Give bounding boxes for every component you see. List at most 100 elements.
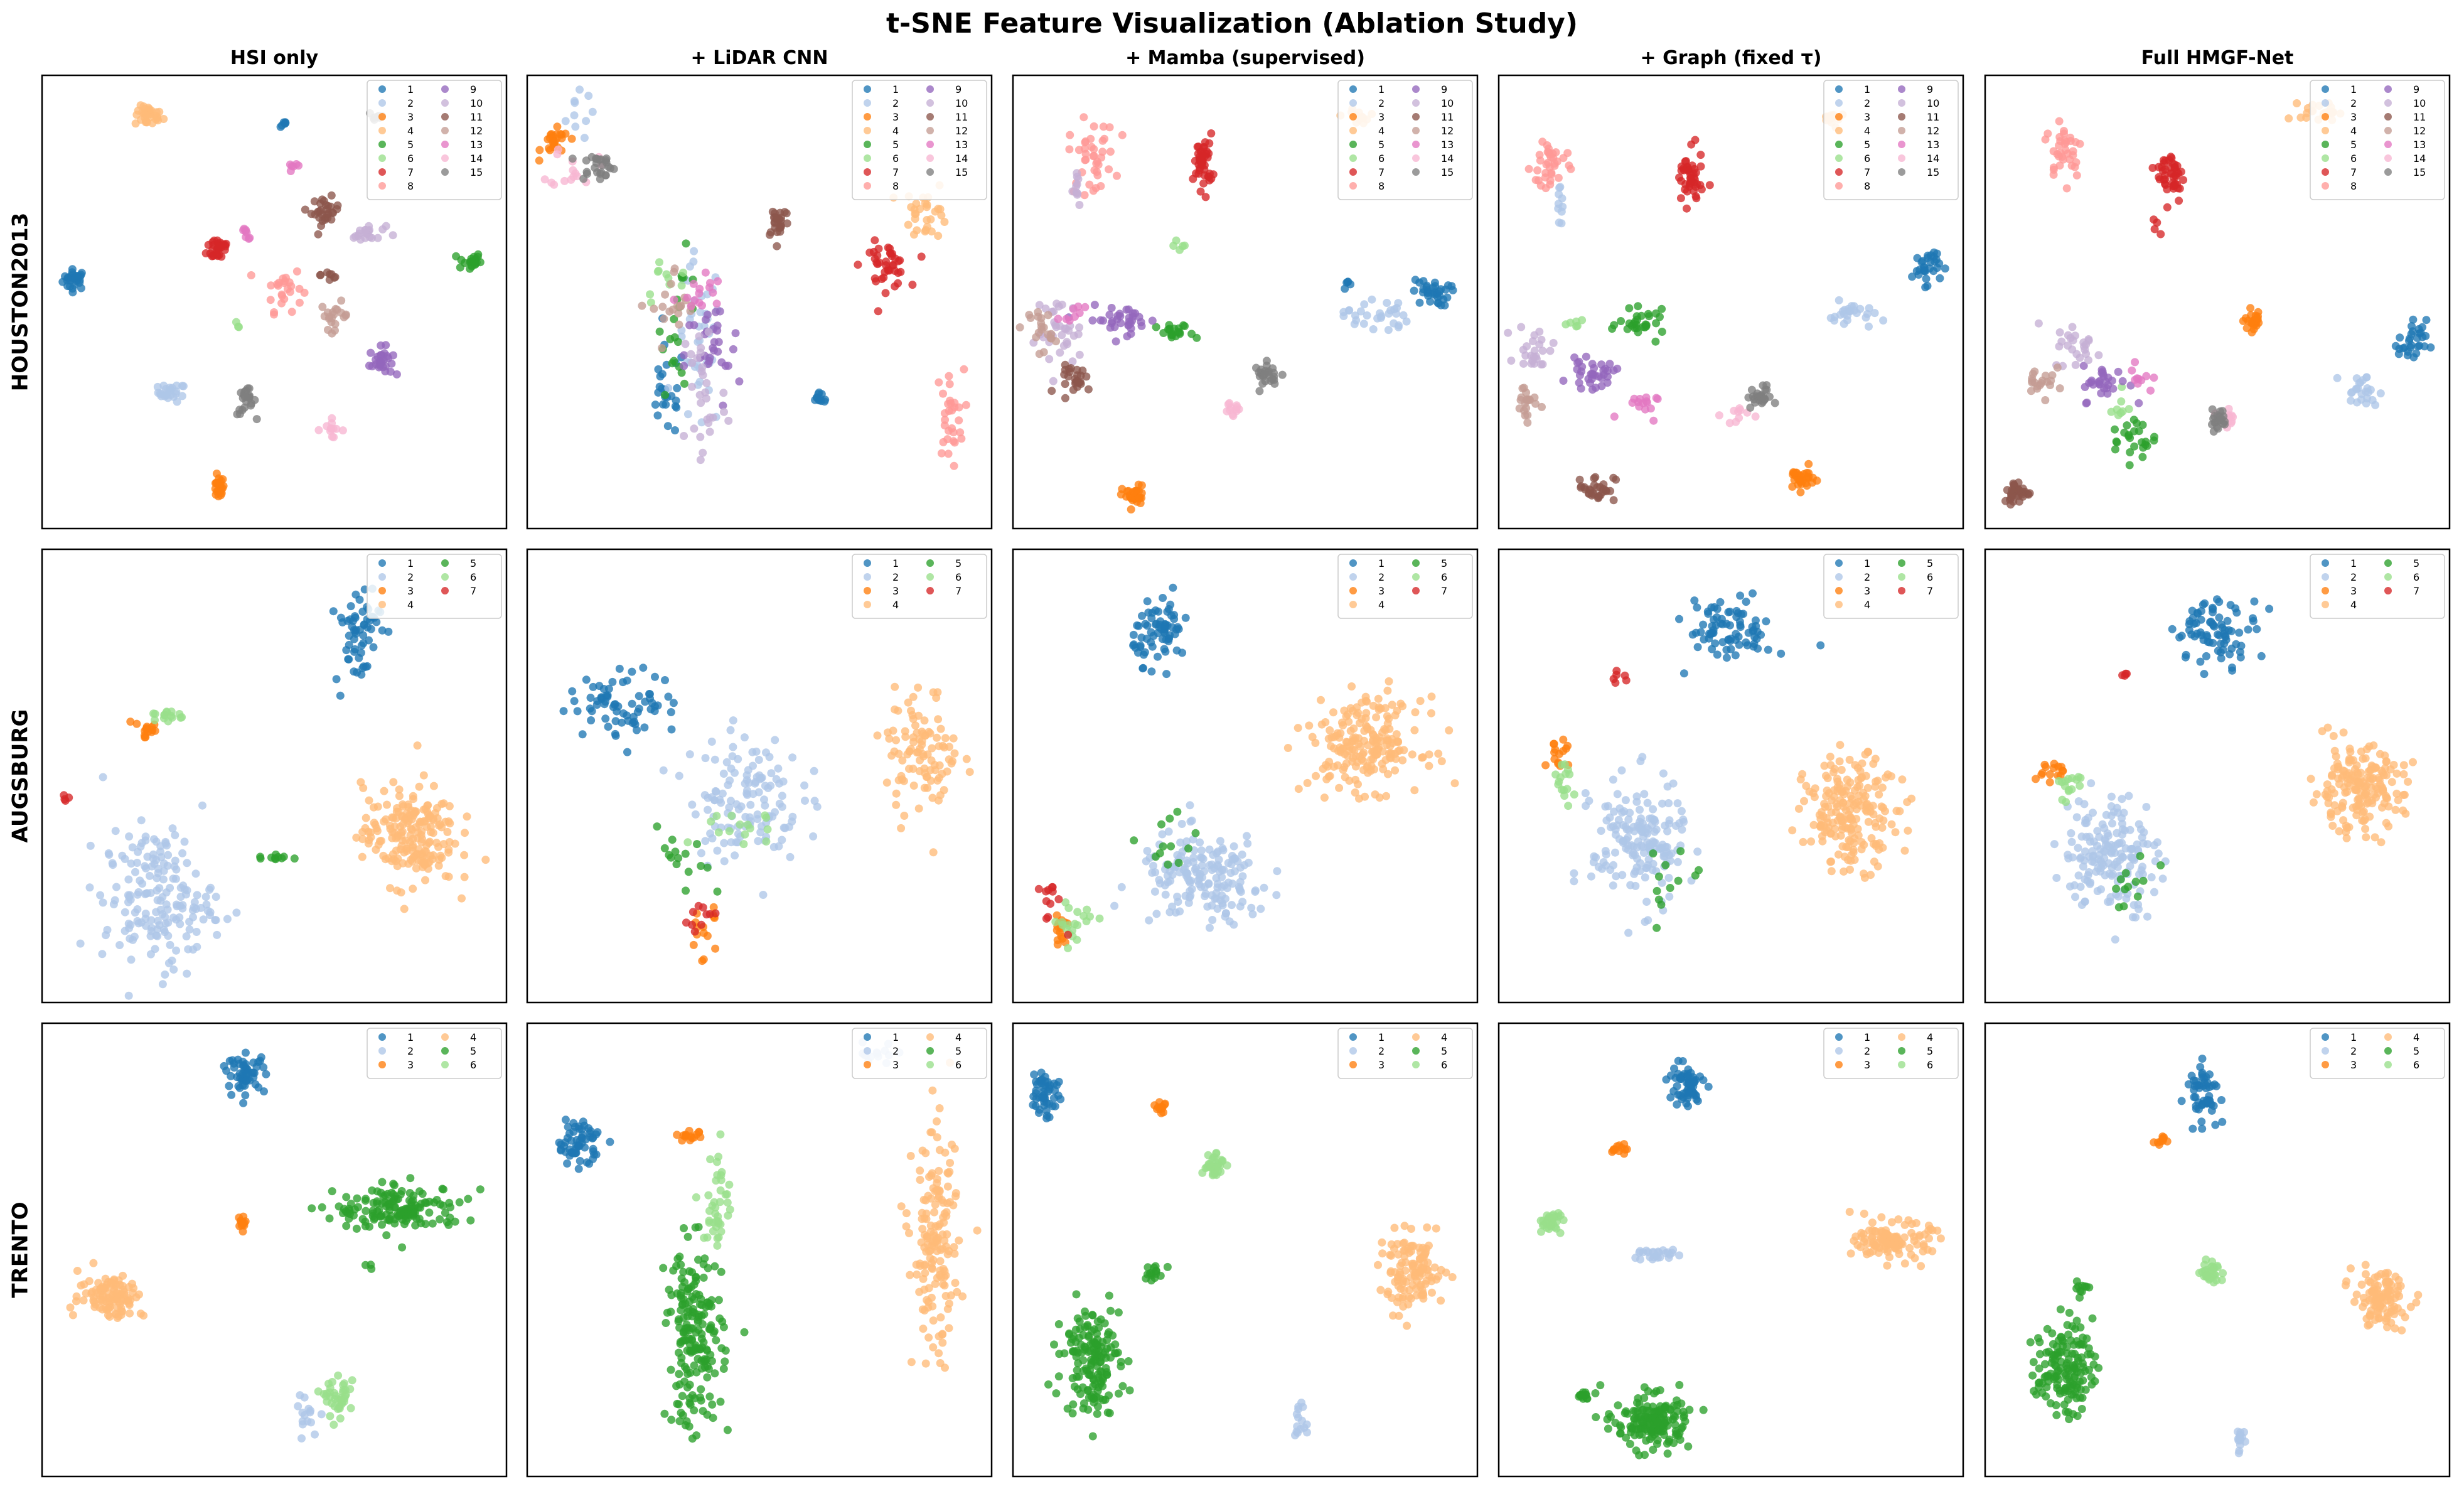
data-point bbox=[378, 626, 387, 635]
data-point bbox=[424, 810, 432, 819]
legend-marker bbox=[1835, 573, 1843, 581]
legend-label: 10 bbox=[470, 97, 483, 109]
data-point bbox=[2223, 616, 2232, 625]
data-point bbox=[2380, 799, 2389, 808]
data-point bbox=[2076, 353, 2084, 362]
data-point bbox=[892, 789, 901, 798]
data-point bbox=[935, 742, 943, 751]
data-point bbox=[1646, 842, 1654, 851]
legend-marker bbox=[2384, 113, 2392, 121]
data-point bbox=[696, 456, 705, 465]
data-point bbox=[1358, 755, 1366, 764]
data-point bbox=[937, 211, 946, 220]
data-point bbox=[183, 886, 191, 895]
data-point bbox=[646, 298, 655, 307]
data-point bbox=[1675, 615, 1683, 623]
legend-marker bbox=[1835, 559, 1843, 567]
data-point bbox=[2363, 773, 2372, 782]
data-point bbox=[1691, 182, 1700, 191]
data-point bbox=[130, 932, 139, 941]
data-point bbox=[712, 812, 721, 820]
data-point bbox=[2179, 176, 2188, 185]
data-point bbox=[783, 219, 791, 228]
data-point bbox=[1900, 846, 1909, 855]
data-point bbox=[162, 389, 171, 397]
data-point bbox=[267, 281, 276, 290]
data-point bbox=[201, 893, 210, 901]
data-point bbox=[2217, 654, 2226, 663]
data-point bbox=[1507, 357, 1516, 365]
data-point bbox=[1666, 884, 1674, 892]
data-point bbox=[906, 744, 915, 753]
data-point bbox=[1181, 613, 1190, 622]
data-point bbox=[1724, 635, 1733, 644]
data-point bbox=[1053, 911, 1061, 920]
data-point bbox=[1919, 262, 1928, 271]
data-point bbox=[350, 234, 358, 242]
data-point bbox=[712, 299, 721, 308]
data-point bbox=[1602, 861, 1610, 870]
data-point bbox=[1751, 398, 1759, 407]
data-point bbox=[112, 1289, 121, 1298]
data-point bbox=[2111, 841, 2119, 850]
data-point bbox=[1189, 835, 1197, 844]
data-point bbox=[1754, 644, 1762, 653]
data-point bbox=[2045, 770, 2054, 778]
data-point bbox=[1440, 301, 1449, 309]
data-point bbox=[2414, 342, 2423, 351]
data-point bbox=[1312, 771, 1320, 780]
legend-marker bbox=[441, 559, 449, 567]
data-point bbox=[1914, 271, 1923, 279]
data-point bbox=[1904, 826, 1912, 835]
data-point bbox=[361, 824, 370, 832]
data-point bbox=[1171, 908, 1180, 917]
data-point bbox=[1326, 771, 1334, 780]
data-point bbox=[2177, 632, 2186, 640]
data-point bbox=[1385, 750, 1393, 758]
data-point bbox=[455, 1198, 464, 1207]
data-point bbox=[457, 255, 466, 264]
data-point bbox=[2027, 387, 2035, 395]
data-point bbox=[311, 1430, 319, 1439]
data-point bbox=[1054, 314, 1063, 323]
data-point bbox=[346, 1200, 355, 1208]
data-point bbox=[1157, 820, 1165, 829]
data-point bbox=[127, 955, 136, 964]
data-point bbox=[384, 627, 393, 636]
data-point bbox=[1134, 480, 1143, 489]
data-point bbox=[1398, 756, 1407, 765]
data-point bbox=[2227, 411, 2236, 420]
data-point bbox=[1165, 631, 1174, 640]
data-point bbox=[1747, 385, 1756, 394]
data-point bbox=[1796, 488, 1805, 497]
data-point bbox=[2108, 871, 2116, 880]
data-point bbox=[2293, 99, 2301, 107]
data-point bbox=[1659, 852, 1668, 861]
data-point bbox=[663, 422, 672, 431]
data-point bbox=[300, 288, 309, 297]
data-point bbox=[2100, 824, 2109, 832]
legend-marker bbox=[926, 168, 934, 176]
data-point bbox=[578, 730, 587, 739]
data-point bbox=[2182, 650, 2190, 659]
data-point bbox=[1816, 641, 1825, 650]
data-point bbox=[1140, 648, 1149, 657]
data-point bbox=[915, 744, 924, 753]
data-point bbox=[1557, 219, 1566, 228]
data-point bbox=[941, 416, 950, 424]
data-point bbox=[2169, 173, 2178, 181]
data-point bbox=[2339, 728, 2348, 737]
data-point bbox=[1570, 790, 1578, 799]
data-point bbox=[688, 358, 697, 367]
data-point bbox=[2328, 771, 2337, 779]
data-point bbox=[351, 645, 360, 653]
data-point bbox=[2318, 727, 2327, 736]
data-point bbox=[171, 831, 179, 839]
data-point bbox=[2077, 853, 2086, 862]
data-point bbox=[98, 1305, 107, 1314]
data-point bbox=[1371, 739, 1380, 747]
data-point bbox=[1347, 682, 1356, 691]
